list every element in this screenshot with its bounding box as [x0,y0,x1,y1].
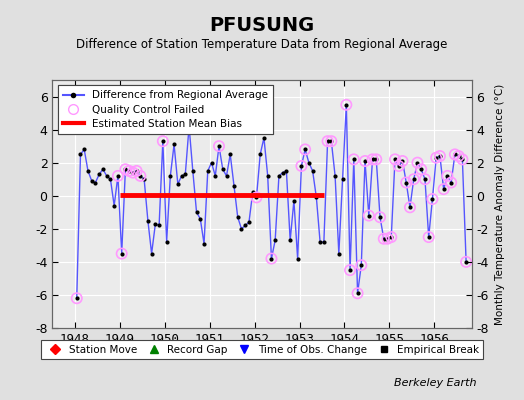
Point [301,146,309,153]
Point [125,168,133,174]
Point [252,194,260,200]
Point [447,179,455,186]
Point [353,290,362,296]
Point [342,102,351,108]
Point [424,234,433,240]
Point [267,255,276,262]
Point [133,168,141,174]
Point [440,186,448,192]
Point [72,295,81,302]
Point [346,267,354,273]
Point [398,158,407,164]
Point [410,176,418,182]
Point [350,156,358,162]
Point [417,166,425,172]
Point [117,250,126,257]
Point [297,163,305,169]
Point [432,154,440,161]
Point [376,214,384,220]
Point [357,262,365,268]
Point [436,153,444,159]
Point [323,138,332,144]
Point [413,160,422,166]
Point [129,169,137,176]
Point [454,153,463,159]
Point [215,143,223,149]
Point [428,196,436,202]
Point [421,176,429,182]
Point [395,163,403,169]
Point [379,236,388,242]
Point [458,156,466,162]
Text: Difference of Station Temperature Data from Regional Average: Difference of Station Temperature Data f… [77,38,447,51]
Point [443,173,452,179]
Point [365,212,373,219]
Point [462,259,471,265]
Legend: Station Move, Record Gap, Time of Obs. Change, Empirical Break: Station Move, Record Gap, Time of Obs. C… [41,340,483,359]
Point [383,236,391,242]
Point [136,173,145,179]
Point [159,138,167,144]
Point [402,179,410,186]
Point [372,156,380,162]
Point [327,138,335,144]
Text: Berkeley Earth: Berkeley Earth [395,378,477,388]
Point [361,158,369,164]
Point [451,151,459,158]
Point [121,166,129,172]
Point [406,204,414,210]
Point [368,156,377,162]
Y-axis label: Monthly Temperature Anomaly Difference (°C): Monthly Temperature Anomaly Difference (… [495,83,505,325]
Point [114,173,122,179]
Point [387,234,396,240]
Legend: Difference from Regional Average, Quality Control Failed, Estimated Station Mean: Difference from Regional Average, Qualit… [58,85,273,134]
Point [391,156,399,162]
Text: PFUSUNG: PFUSUNG [210,16,314,35]
